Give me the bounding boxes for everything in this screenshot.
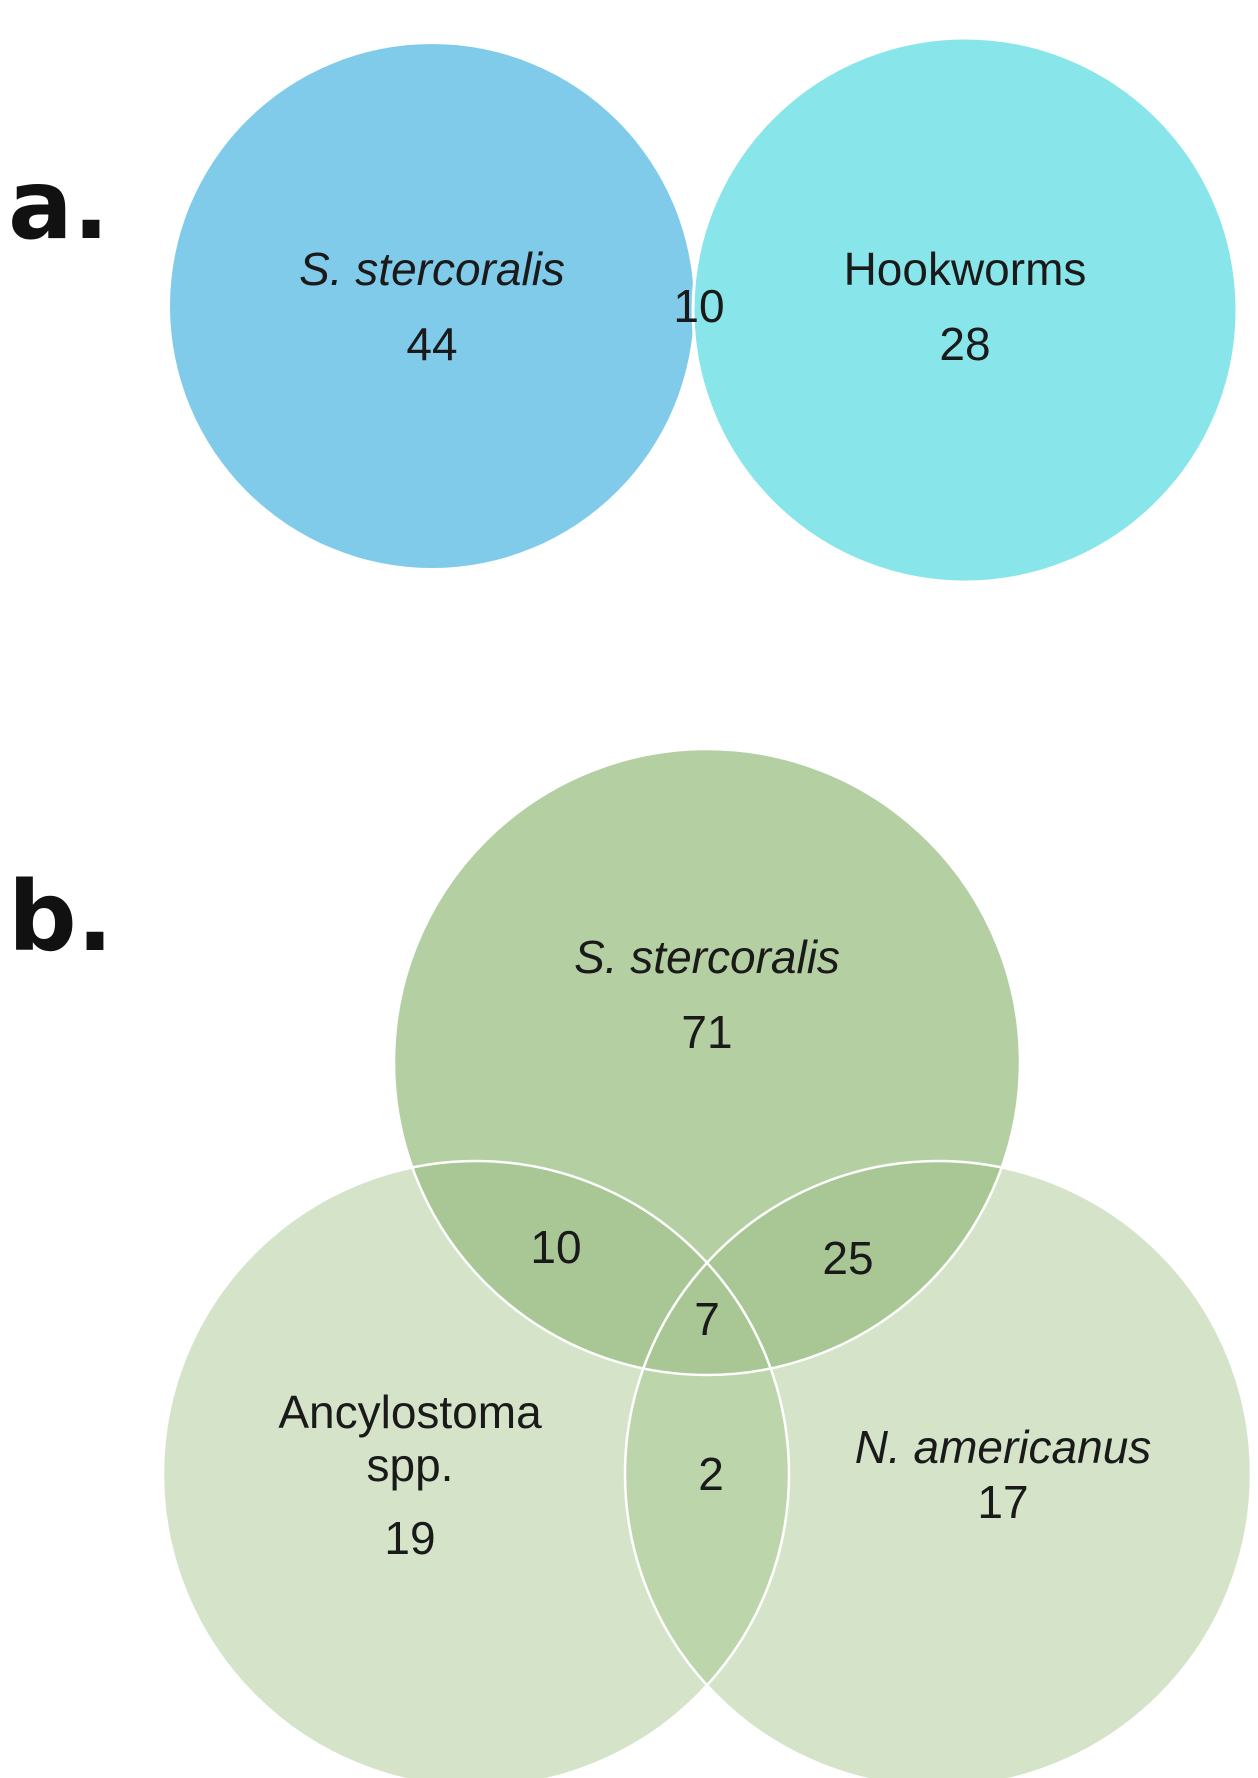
venn-b-outline-ancylostoma <box>161 1159 791 1778</box>
panel-b-label: b. <box>8 861 113 973</box>
venn-b-count-stercoralis-americanus: 25 <box>822 1232 873 1284</box>
venn-a-label-hookworms: Hookworms <box>844 243 1087 295</box>
venn-b-count-stercoralis-ancylostoma: 10 <box>530 1221 581 1273</box>
venn-a-count-stercoralis: 44 <box>406 318 457 370</box>
venn-a-count-overlap: 10 <box>673 280 724 332</box>
venn-b-label-stercoralis: S. stercoralis <box>574 931 840 983</box>
venn-a-circle-stercoralis <box>170 44 694 568</box>
venn-b-label-ancylostoma-line1: Ancylostoma <box>278 1386 542 1438</box>
panel-a: a. S. stercoralis 44 10 Hookworms 28 <box>8 36 1239 584</box>
venn-a-circle-hookworms-outline <box>691 36 1239 584</box>
venn-b-outline-stercoralis <box>392 747 1022 1377</box>
venn-b-outline-americanus <box>623 1159 1253 1778</box>
venn-a-label-stercoralis: S. stercoralis <box>299 243 565 295</box>
venn-b-count-americanus: 17 <box>977 1476 1028 1528</box>
venn-a-count-hookworms: 28 <box>939 318 990 370</box>
venn-b-count-ancylostoma-americanus: 2 <box>698 1448 724 1500</box>
venn-a-circle-hookworms <box>693 38 1237 582</box>
panel-b: b. S. stercoralis 71 10 25 7 2 Ancylosto… <box>8 747 1253 1778</box>
venn-b-label-americanus: N. americanus <box>855 1421 1152 1473</box>
venn-b-count-all-three: 7 <box>694 1293 720 1345</box>
panel-a-label: a. <box>8 149 109 261</box>
venn-b-overlap-stercoralis-americanus <box>625 1161 1020 1375</box>
venn-b-count-stercoralis: 71 <box>681 1006 732 1058</box>
venn-b-label-ancylostoma-line2: spp. <box>367 1439 454 1491</box>
venn-b-count-ancylostoma: 19 <box>384 1512 435 1564</box>
venn-b-overlap-stercoralis-ancylostoma <box>394 1161 789 1375</box>
